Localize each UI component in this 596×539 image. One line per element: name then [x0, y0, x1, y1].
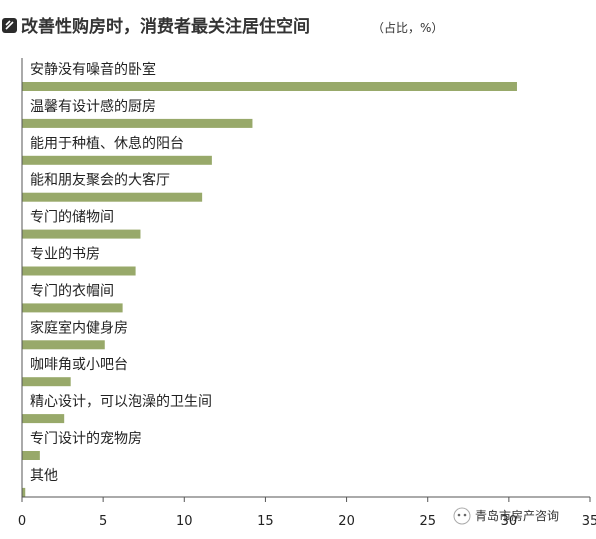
- category-label: 其他: [30, 468, 58, 484]
- x-tick-label: 0: [18, 514, 26, 529]
- wechat-eye-right-icon: [463, 513, 467, 517]
- category-label: 精心设计，可以泡澡的卫生间: [30, 394, 212, 410]
- x-tick-label: 15: [257, 514, 274, 529]
- logo-mark-icon: [5, 20, 14, 30]
- wechat-icon: [453, 507, 471, 525]
- watermark-text: 青岛市房产咨询: [475, 508, 559, 523]
- bar: [22, 82, 517, 91]
- category-label: 能用于种植、休息的阳台: [30, 135, 184, 152]
- wechat-eye-left-icon: [457, 513, 461, 517]
- bars-layer: [22, 82, 517, 497]
- bar: [22, 414, 65, 424]
- bar: [22, 192, 203, 202]
- x-tick-label: 20: [338, 514, 355, 529]
- bar: [22, 340, 105, 350]
- watermark: 青岛市房产咨询: [453, 507, 559, 525]
- bar: [22, 229, 141, 239]
- bar: [22, 451, 40, 460]
- x-tick-label: 25: [419, 514, 436, 529]
- bar: [22, 487, 26, 497]
- chart-unit-note: （占比，%）: [372, 20, 443, 35]
- category-label: 家庭室内健身房: [30, 319, 128, 336]
- chart-title-group: 改善性购房时，消费者最关注居住空间 （占比，%）: [2, 16, 443, 37]
- category-label: 专业的书房: [30, 247, 100, 263]
- bar: [22, 118, 253, 128]
- bar: [22, 303, 123, 313]
- x-tick-label: 35: [582, 514, 596, 529]
- chart-title: 改善性购房时，消费者最关注居住空间: [21, 16, 310, 37]
- category-labels-layer: 安静没有噪音的卧室温馨有设计感的厨房能用于种植、休息的阳台能和朋友聚会的大客厅专…: [30, 61, 212, 484]
- category-label: 专门的储物间: [30, 210, 114, 226]
- bar: [22, 377, 71, 387]
- category-label: 安静没有噪音的卧室: [30, 61, 156, 78]
- bar: [22, 155, 212, 165]
- x-axis-ticks: 0 5 10 15 20 25 30 35: [18, 497, 596, 529]
- bar: [22, 266, 136, 276]
- x-tick-label: 5: [99, 514, 107, 529]
- category-label: 专门的衣帽间: [30, 283, 114, 299]
- x-tick-label: 30: [501, 514, 518, 529]
- x-tick-label: 10: [176, 514, 193, 529]
- category-label: 咖啡角或小吧台: [30, 357, 128, 373]
- category-label: 能和朋友聚会的大客厅: [30, 172, 170, 189]
- category-label: 温馨有设计感的厨房: [30, 98, 156, 115]
- category-label: 专门设计的宠物房: [30, 431, 142, 447]
